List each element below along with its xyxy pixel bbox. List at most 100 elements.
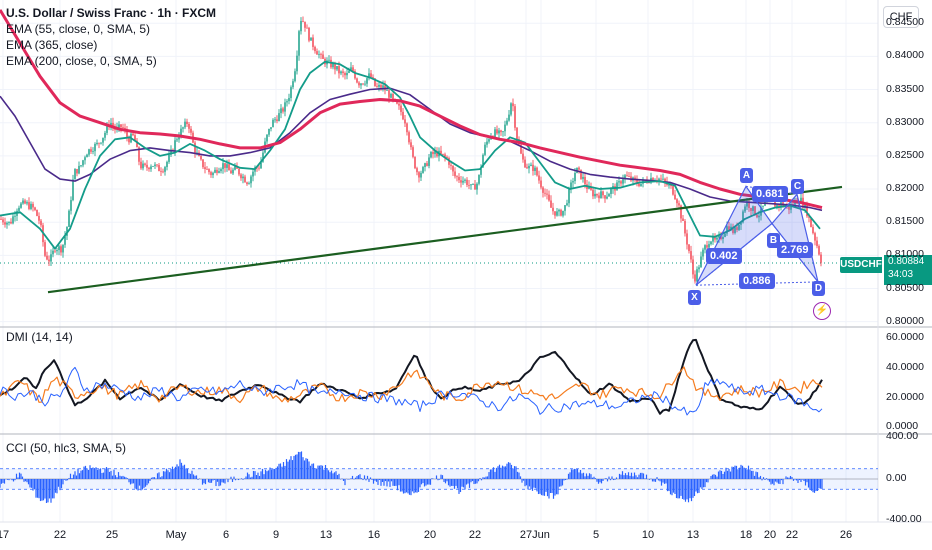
candle-body [6, 223, 7, 225]
candle-body [28, 202, 29, 209]
time-tick: 17 [0, 529, 9, 541]
candle-body [62, 245, 63, 253]
candle-body [418, 172, 419, 177]
candle-body [258, 168, 259, 169]
candle-body [228, 164, 229, 170]
candle-body [502, 131, 503, 132]
candle-body [298, 31, 299, 55]
candle-body [678, 203, 679, 205]
time-tick: 22 [786, 529, 798, 541]
candle-body [238, 169, 239, 175]
candle-body [598, 195, 599, 198]
candle-body [76, 169, 77, 173]
candle-body [182, 127, 183, 128]
candle-body [190, 129, 191, 133]
candle-body [606, 197, 607, 199]
candle-body [558, 210, 559, 212]
ema200-legend[interactable]: EMA (200, close, 0, SMA, 5) [6, 54, 157, 69]
candle-body [620, 181, 621, 183]
candle-body [174, 140, 175, 151]
ema55-legend[interactable]: EMA (55, close, 0, SMA, 5) [6, 22, 150, 37]
candle-body [512, 103, 513, 106]
candle-body [218, 171, 219, 173]
candle-body [184, 122, 185, 128]
candle-body [398, 104, 399, 106]
price-tick: 0.82500 [886, 149, 924, 161]
candle-body [278, 113, 279, 121]
candle-body [548, 195, 549, 201]
candle-body [610, 189, 611, 194]
candle-body [40, 221, 41, 226]
candle-body [568, 189, 569, 203]
candle-body [84, 157, 85, 160]
candle-body [176, 139, 177, 140]
candle-body [142, 164, 143, 169]
candle-body [416, 168, 417, 172]
time-tick: 20 [764, 529, 776, 541]
candle-body [244, 177, 245, 183]
price-tick: 0.83500 [886, 83, 924, 95]
grid-lines [0, 0, 878, 522]
candle-body [716, 238, 717, 240]
candle-body [294, 71, 295, 81]
candle-body [24, 201, 25, 204]
candle-body [50, 254, 51, 261]
candle-body [454, 171, 455, 176]
candle-body [92, 151, 93, 152]
candle-body [302, 21, 303, 22]
ratio-xd: 0.886 [739, 273, 775, 289]
cci-tick: 400.00 [886, 430, 918, 442]
candle-body [486, 142, 487, 145]
candle-body [308, 28, 309, 41]
candle-body [544, 193, 545, 194]
price-tick: 0.82000 [886, 182, 924, 194]
candle-body [272, 120, 273, 127]
candle-body [608, 194, 609, 197]
candle-body [204, 167, 205, 169]
candle-body [540, 181, 541, 188]
ema365-legend[interactable]: EMA (365, close) [6, 38, 97, 53]
candle-body [694, 274, 695, 281]
dmi-di-line [0, 367, 822, 415]
candle-body [556, 211, 557, 215]
candle-body [208, 169, 209, 172]
candle-body [596, 194, 597, 195]
candle-body [60, 246, 61, 252]
candle-body [566, 203, 567, 205]
candle-body [22, 201, 23, 204]
candle-body [322, 54, 323, 58]
lightning-icon[interactable]: ⚡ [813, 302, 831, 320]
candle-body [166, 162, 167, 167]
candle-body [376, 86, 377, 87]
candle-body [226, 164, 227, 168]
candle-body [574, 173, 575, 181]
price-tick: 0.81000 [886, 248, 924, 260]
candle-body [82, 160, 83, 165]
candle-body [314, 47, 315, 51]
candle-body [282, 108, 283, 111]
candle-body [682, 218, 683, 220]
candle-body [86, 155, 87, 158]
time-tick: 20 [424, 529, 436, 541]
candle-body [412, 147, 413, 157]
candle-body [78, 166, 79, 174]
candle-body [402, 112, 403, 119]
candle-body [422, 167, 423, 173]
candle-body [366, 78, 367, 84]
candle-body [602, 191, 603, 195]
candle-body [688, 245, 689, 252]
candle-body [44, 242, 45, 256]
candle-body [386, 90, 387, 91]
candle-body [216, 170, 217, 173]
candle-body [46, 256, 47, 260]
candle-body [248, 183, 249, 184]
time-tick: 6 [223, 529, 229, 541]
dmi-legend[interactable]: DMI (14, 14) [6, 330, 73, 345]
time-tick: 18 [740, 529, 752, 541]
candle-body [390, 94, 391, 98]
cci-legend[interactable]: CCI (50, hlc3, SMA, 5) [6, 441, 126, 456]
candle-body [488, 139, 489, 141]
time-tick: May [166, 529, 187, 541]
candle-body [710, 242, 711, 245]
